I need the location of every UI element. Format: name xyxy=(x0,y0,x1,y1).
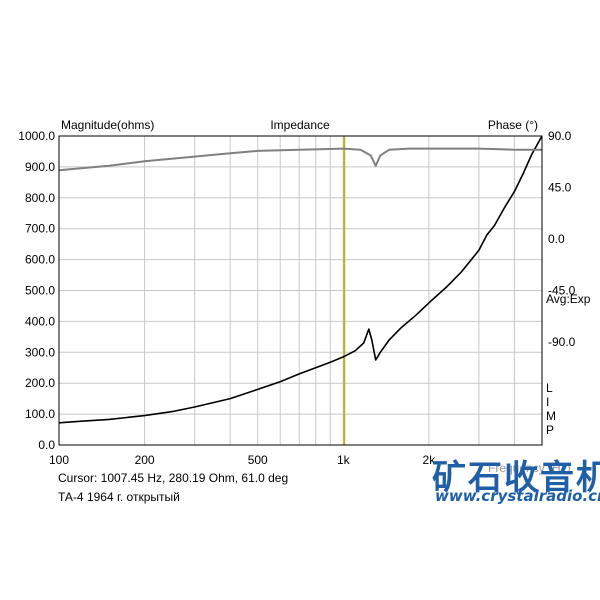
x-tick-label: 100 xyxy=(49,453,69,467)
lim-letter: I xyxy=(546,395,549,409)
series-phase-line xyxy=(59,147,542,172)
chart-title: Impedance xyxy=(270,118,330,132)
grid xyxy=(59,136,542,445)
y2-tick-label: 45.0 xyxy=(548,181,572,195)
y-tick-label: 400.0 xyxy=(25,314,55,328)
y2-tick-label: -45.0 xyxy=(548,284,576,298)
lim-letter: L xyxy=(546,381,553,395)
plot-frame xyxy=(58,135,543,446)
lim-letter: M xyxy=(546,409,556,423)
y2-tick-label: 90.0 xyxy=(548,129,572,143)
y-tick-label: 700.0 xyxy=(25,222,55,236)
y-tick-label: 0.0 xyxy=(38,438,55,452)
avg-label: Avg:Exp xyxy=(546,292,591,306)
y2-tick-label: -90.0 xyxy=(548,335,576,349)
y-tick-label: 800.0 xyxy=(25,191,55,205)
y-tick-label: 900.0 xyxy=(25,160,55,174)
y-tick-label: 200.0 xyxy=(25,376,55,390)
x-tick-label: 500 xyxy=(248,453,268,467)
ticks: 0.0 100.0 200.0 300.0 400.0 500.0 600.0 700.0 80… xyxy=(18,129,575,467)
y-tick-label: 100.0 xyxy=(25,407,55,421)
y-tick-label: 1000.0 xyxy=(18,129,55,143)
x-tick-label: 200 xyxy=(135,453,155,467)
x-tick-label: 2k xyxy=(423,453,437,467)
y-tick-label: 300.0 xyxy=(25,345,55,359)
y-tick-label: 600.0 xyxy=(25,253,55,267)
series-magnitude-line xyxy=(59,136,542,424)
y-tick-label: 500.0 xyxy=(25,284,55,298)
y-axis-label: Magnitude(ohms) xyxy=(61,118,154,132)
y2-tick-label: 0.0 xyxy=(548,232,565,246)
caption: ТА-4 1964 г. открытый xyxy=(58,490,180,504)
cursor-readout: Cursor: 1007.45 Hz, 280.19 Ohm, 61.0 deg xyxy=(58,471,289,485)
curves xyxy=(59,136,542,445)
x-tick-label: 1k xyxy=(337,453,351,467)
x-axis-label: Frequency (Hz) xyxy=(488,461,571,475)
lim-letter: P xyxy=(546,423,554,437)
watermark-url: www.crystalradio.cn xyxy=(435,487,600,505)
y2-axis-label: Phase (°) xyxy=(488,118,538,132)
watermark-logo: 矿石收音机 xyxy=(432,458,600,498)
